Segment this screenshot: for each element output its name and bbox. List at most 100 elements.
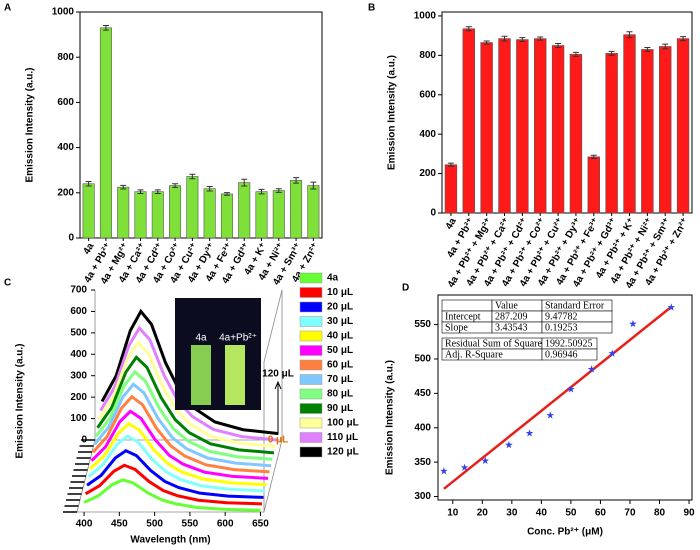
error-bar (102, 25, 109, 31)
y-tick-label: 500 (70, 327, 87, 338)
legend-swatch (299, 301, 323, 313)
error-bar (137, 189, 144, 194)
error-bar (241, 178, 248, 187)
bar (238, 182, 251, 239)
x-tick-label: 50 (565, 508, 577, 519)
error-bar (608, 50, 615, 56)
y-tick-label: 0 (68, 233, 74, 244)
table-text: Residual Sum of Squares (445, 338, 546, 349)
y-tick-label: 200 (57, 187, 74, 198)
error-bar (189, 173, 196, 180)
spectrum-line (96, 355, 275, 455)
x-axis-label: Wavelength (nm) (130, 535, 210, 546)
legend-swatch (299, 417, 323, 429)
x-tick-label: 40 (536, 508, 548, 519)
bar (569, 54, 583, 214)
y-tick-label: 450 (414, 388, 431, 399)
bar (534, 38, 547, 214)
x-tick-label: 10 (447, 508, 459, 519)
x-tick-label: 20 (477, 508, 489, 519)
legend-label: 10 μL (327, 287, 353, 298)
y-tick-label: 600 (419, 89, 436, 100)
bar (659, 46, 672, 214)
table-text: Standard Error (545, 300, 605, 311)
y-tick-label: 300 (414, 491, 431, 502)
bar (498, 38, 511, 214)
x-tick-label: 650 (252, 519, 269, 530)
error-bar (206, 185, 213, 192)
x-tick-label: 30 (506, 508, 518, 519)
data-point (567, 385, 575, 393)
plot-frame (441, 11, 693, 214)
spectrum-line (90, 409, 269, 480)
x-axis-label: Conc. Pb²⁺ (μM) (527, 527, 603, 538)
data-point (505, 440, 513, 449)
legend-swatch (299, 432, 323, 443)
data-point (440, 467, 448, 475)
error-bar (590, 154, 597, 159)
bar (307, 185, 320, 239)
y-tick-label: 400 (70, 349, 87, 360)
legend-label: 120 μL (327, 447, 359, 458)
bar (134, 191, 147, 239)
x-tick-label: 500 (146, 519, 163, 530)
error-bar (275, 188, 282, 193)
y-axis-label: Emission Intensity (a.u.) (385, 360, 396, 475)
x-tick-label: 70 (624, 508, 636, 519)
error-bar (223, 192, 230, 196)
y-tick-label: 500 (414, 354, 431, 365)
spectrum-line (89, 421, 267, 487)
legend-label: 30 μL (327, 316, 353, 327)
y-tick-label: 400 (57, 142, 74, 153)
bar (462, 28, 475, 214)
bar (676, 38, 690, 214)
spectrum-line (93, 382, 272, 468)
error-bar (293, 177, 300, 184)
bar (516, 39, 529, 214)
vial-left (191, 345, 211, 405)
plot-frame (79, 11, 323, 239)
y-tick-label: 350 (414, 457, 431, 468)
table-text: 9.47782 (545, 311, 578, 322)
bar (117, 186, 130, 239)
legend-label: 50 μL (327, 345, 353, 356)
inset-photo: 4a 4a+Pb²⁺ (175, 298, 261, 410)
bar (587, 156, 600, 214)
bar (641, 49, 654, 214)
y-tick-label: 200 (70, 392, 87, 403)
table-text: Slope (445, 322, 468, 333)
table-text: 0.19253 (545, 322, 578, 333)
bar (82, 183, 95, 239)
panel-label: C (4, 278, 11, 289)
spectrum-line (83, 478, 261, 512)
bar (290, 180, 303, 239)
table-text: 287.209 (495, 311, 528, 322)
bar (220, 193, 233, 239)
y-tick-label: 400 (419, 129, 436, 140)
error-bar (85, 181, 92, 187)
x-tick-label: 4a (444, 216, 459, 232)
legend-label: 4a (327, 273, 339, 284)
y-tick-label: 550 (414, 319, 431, 330)
legend-label: 100 μL (327, 418, 359, 429)
y-tick-label: 400 (414, 422, 431, 433)
inset-label: 4a (195, 333, 207, 344)
bar (605, 53, 618, 214)
legend-label: 70 μL (327, 374, 353, 385)
y-tick-label: 700 (70, 285, 87, 296)
table-text: Value (495, 300, 518, 311)
legend-label: 60 μL (327, 360, 353, 371)
legend-swatch (299, 316, 323, 327)
legend-label: 40 μL (327, 331, 353, 342)
x-tick-label: 90 (683, 508, 695, 519)
data-point (460, 463, 469, 471)
legend-swatch (299, 403, 323, 414)
data-point (608, 349, 617, 357)
table-text: 0.96946 (545, 349, 578, 360)
legend-swatch (299, 446, 323, 458)
bar (255, 191, 268, 239)
data-point (587, 365, 596, 373)
table-text: Adj. R-Square (445, 349, 503, 360)
legend-swatch (299, 330, 323, 342)
x-tick-label: 60 (595, 508, 607, 519)
